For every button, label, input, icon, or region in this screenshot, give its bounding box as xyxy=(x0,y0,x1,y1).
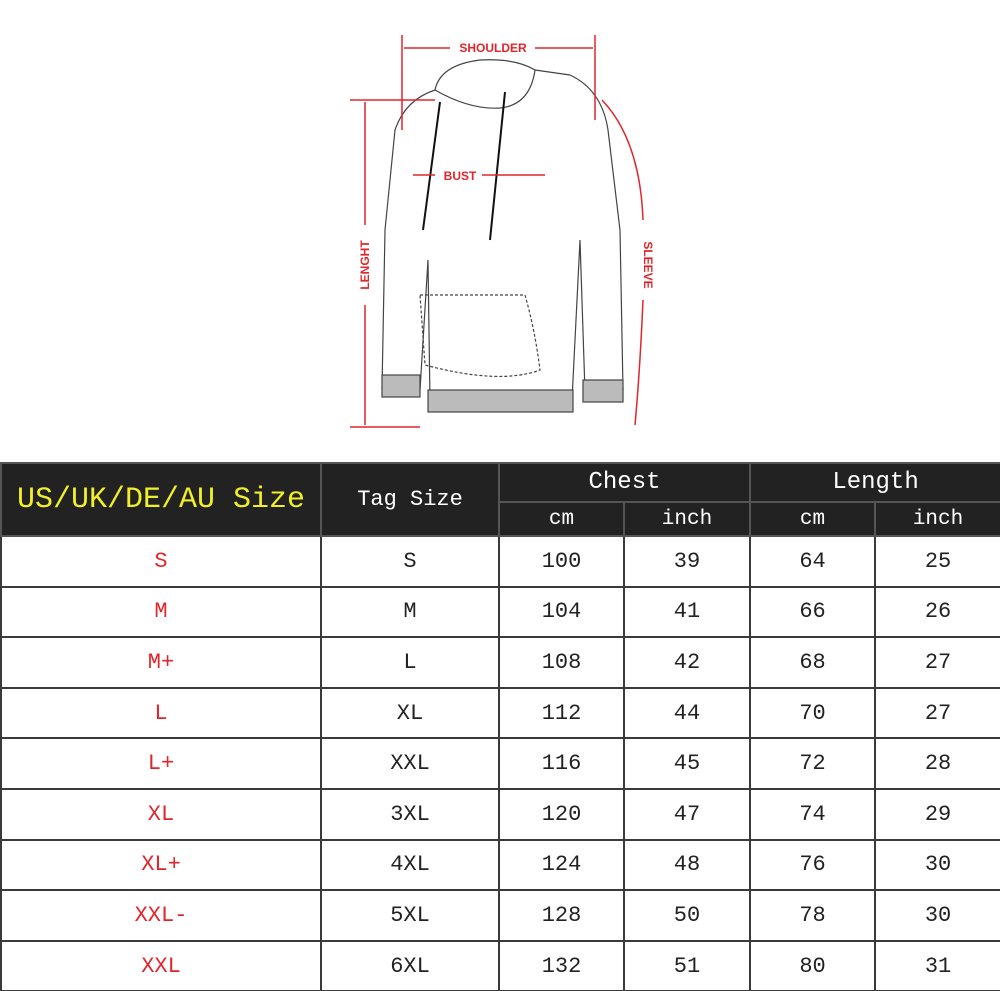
tag-size-cell: XL xyxy=(320,686,500,740)
us-size-cell: S xyxy=(0,535,322,588)
table-row: XXL- 5XL 128 50 78 30 xyxy=(0,889,1000,942)
tag-size-cell: 4XL xyxy=(320,838,500,892)
chest-cm-cell: 112 xyxy=(498,686,625,740)
length-cm-cell: 64 xyxy=(749,535,877,588)
tag-size-cell: XXL xyxy=(320,737,500,790)
header-us-size: US/UK/DE/AU Size xyxy=(0,462,322,537)
chest-inch-cell: 50 xyxy=(622,889,752,942)
length-inch-cell: 31 xyxy=(874,939,1000,991)
length-inch-cell: 26 xyxy=(874,585,1000,639)
length-cm-cell: 74 xyxy=(749,787,877,841)
bust-label: BUST xyxy=(444,169,477,183)
chest-inch-cell: 45 xyxy=(622,737,752,790)
chest-inch-cell: 42 xyxy=(622,636,752,689)
tag-size-cell: 6XL xyxy=(320,939,500,991)
length-cm-cell: 78 xyxy=(749,889,877,942)
us-size-cell: XL+ xyxy=(0,838,322,892)
us-size-cell: XXL xyxy=(0,939,322,991)
length-inch-cell: 30 xyxy=(874,889,1000,942)
header-tag-size: Tag Size xyxy=(320,462,500,537)
table-row: S S 100 39 64 25 xyxy=(0,535,1000,588)
table-row: L+ XXL 116 45 72 28 xyxy=(0,737,1000,790)
tag-size-cell: S xyxy=(320,535,500,588)
tag-size-cell: 5XL xyxy=(320,889,500,942)
chest-cm-cell: 108 xyxy=(498,636,625,689)
hoodie-measurement-diagram: SHOULDER BUST LENGHT SLEEVE xyxy=(350,35,655,428)
us-size-cell: L xyxy=(0,686,322,740)
length-inch-cell: 28 xyxy=(874,737,1000,790)
chest-cm-cell: 124 xyxy=(498,838,625,892)
table-row: L XL 112 44 70 27 xyxy=(0,686,1000,740)
chest-cm-cell: 120 xyxy=(498,787,625,841)
header-length-inch: inch xyxy=(874,501,1000,537)
chest-inch-cell: 44 xyxy=(622,686,752,740)
us-size-cell: M+ xyxy=(0,636,322,689)
us-size-cell: XXL- xyxy=(0,889,322,942)
length-label: LENGHT xyxy=(358,240,372,290)
header-chest: Chest xyxy=(497,462,752,503)
chest-cm-cell: 116 xyxy=(498,737,625,790)
table-row: XXL 6XL 132 51 80 31 xyxy=(0,939,1000,991)
hoodie-illustration xyxy=(381,59,624,413)
chest-inch-cell: 51 xyxy=(622,939,752,991)
table-row: M+ L 108 42 68 27 xyxy=(0,636,1000,689)
chest-inch-cell: 47 xyxy=(622,787,752,841)
length-cm-cell: 80 xyxy=(749,939,877,991)
header-chest-inch: inch xyxy=(622,501,752,537)
length-cm-cell: 76 xyxy=(749,838,877,892)
us-size-cell: L+ xyxy=(0,737,322,790)
us-size-cell: XL xyxy=(0,787,322,841)
us-size-cell: M xyxy=(0,585,322,639)
length-inch-cell: 27 xyxy=(874,636,1000,689)
header-length-cm: cm xyxy=(749,501,877,537)
length-inch-cell: 29 xyxy=(874,787,1000,841)
chest-inch-cell: 41 xyxy=(622,585,752,639)
tag-size-cell: M xyxy=(320,585,500,639)
tag-size-cell: 3XL xyxy=(320,787,500,841)
length-cm-cell: 72 xyxy=(749,737,877,790)
tag-size-cell: L xyxy=(320,636,500,689)
size-table: US/UK/DE/AU Size Tag Size Chest Length c… xyxy=(0,462,1000,991)
chest-cm-cell: 128 xyxy=(498,889,625,942)
table-row: XL+ 4XL 124 48 76 30 xyxy=(0,838,1000,892)
length-inch-cell: 30 xyxy=(874,838,1000,892)
chest-inch-cell: 48 xyxy=(622,838,752,892)
table-row: XL 3XL 120 47 74 29 xyxy=(0,787,1000,841)
length-inch-cell: 27 xyxy=(874,686,1000,740)
measurement-arrows xyxy=(350,35,644,428)
length-cm-cell: 66 xyxy=(749,585,877,639)
length-cm-cell: 68 xyxy=(749,636,877,689)
chest-inch-cell: 39 xyxy=(622,535,752,588)
table-row: M M 104 41 66 26 xyxy=(0,585,1000,639)
chest-cm-cell: 132 xyxy=(498,939,625,991)
length-inch-cell: 25 xyxy=(874,535,1000,588)
header-length: Length xyxy=(749,462,1000,503)
sleeve-label: SLEEVE xyxy=(641,241,655,288)
length-cm-cell: 70 xyxy=(749,686,877,740)
header-chest-cm: cm xyxy=(498,501,625,537)
shoulder-label: SHOULDER xyxy=(459,41,527,55)
chest-cm-cell: 100 xyxy=(498,535,625,588)
chest-cm-cell: 104 xyxy=(498,585,625,639)
